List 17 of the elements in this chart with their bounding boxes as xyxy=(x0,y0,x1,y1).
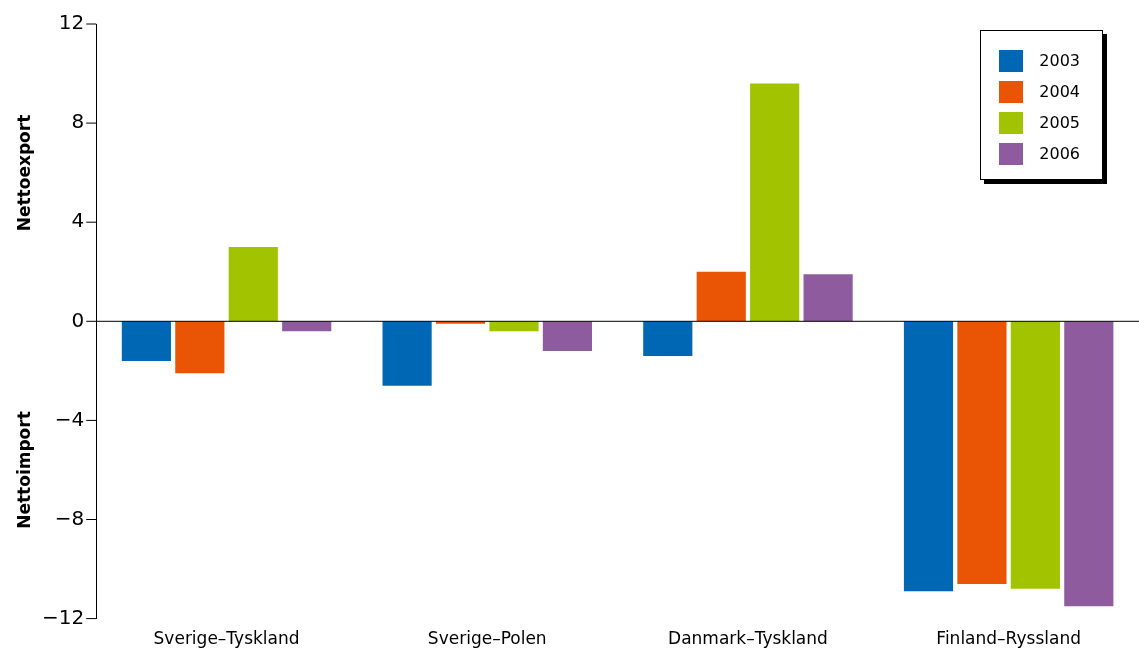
x-tick-label: Danmark–Tyskland xyxy=(668,628,828,649)
y-axis-title: Nettoexport xyxy=(14,114,34,231)
y-tick-label: 8 xyxy=(71,109,85,134)
y-tick-label: 4 xyxy=(71,208,85,233)
y-tick-label: −4 xyxy=(54,406,85,431)
legend-label: 2005 xyxy=(1039,113,1080,132)
legend-label: 2004 xyxy=(1039,82,1080,101)
legend-label: 2006 xyxy=(1039,144,1080,163)
y-tick-label: 0 xyxy=(71,307,85,332)
x-tick-label: Finland–Ryssland xyxy=(936,628,1081,649)
text: Nettoimport xyxy=(14,411,34,529)
y-tick-label: 12 xyxy=(58,10,85,35)
legend-label: 2003 xyxy=(1039,51,1080,70)
x-tick-label: Sverige–Polen xyxy=(427,628,547,649)
y-tick-label: −12 xyxy=(41,604,85,629)
y-tick-label: −8 xyxy=(54,505,85,530)
x-tick-label: Sverige–Tyskland xyxy=(153,628,300,649)
